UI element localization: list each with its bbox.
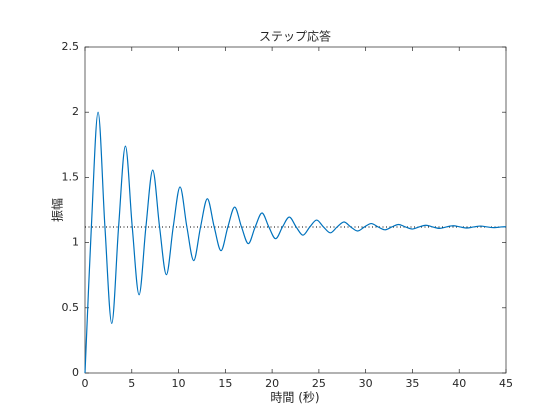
y-tick-label: 0 xyxy=(72,366,79,379)
response-line xyxy=(84,111,507,374)
y-tick-label: 1.5 xyxy=(62,170,80,183)
x-tick-label: 30 xyxy=(359,377,373,390)
x-tick-label: 10 xyxy=(172,377,186,390)
y-axis-label: 振幅 xyxy=(50,198,65,222)
y-tick-label: 2 xyxy=(72,105,79,118)
x-axis-label: 時間 (秒) xyxy=(270,391,319,405)
x-tick-label: 35 xyxy=(405,377,419,390)
x-tick-label: 20 xyxy=(265,377,279,390)
y-tick-label: 2.5 xyxy=(62,40,80,53)
y-tick-label: 1 xyxy=(72,236,79,249)
x-tick-label: 25 xyxy=(312,377,326,390)
axes-box xyxy=(84,46,507,374)
x-tick-label: 15 xyxy=(218,377,232,390)
x-tick-label: 45 xyxy=(499,377,513,390)
y-tick-label: 0.5 xyxy=(62,301,80,314)
x-tick-label: 0 xyxy=(82,377,89,390)
x-tick-label: 5 xyxy=(128,377,135,390)
chart-title: ステップ応答 xyxy=(259,29,331,44)
x-tick-label: 40 xyxy=(452,377,466,390)
